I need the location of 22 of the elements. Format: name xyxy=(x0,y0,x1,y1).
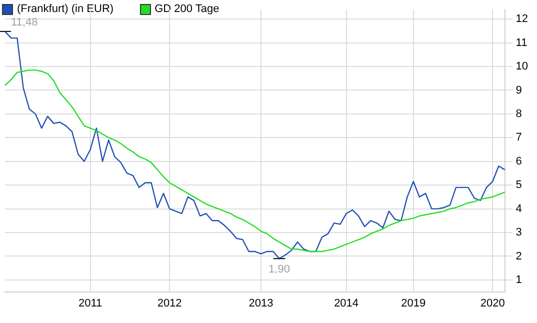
y-tick-label: 11 xyxy=(516,36,528,49)
y-tick-label: 2 xyxy=(516,250,522,262)
y-tick-label: 8 xyxy=(516,108,522,120)
x-tick-label: 2013 xyxy=(248,297,274,310)
x-tick-label: 2012 xyxy=(157,297,182,310)
annotation: 11,48 xyxy=(11,16,38,28)
y-tick-label: 7 xyxy=(516,132,522,144)
y-tick-label: 12 xyxy=(516,13,528,26)
y-tick-label: 6 xyxy=(516,155,522,168)
annotation: 1,90 xyxy=(268,264,290,276)
x-tick-label: 2011 xyxy=(78,297,102,310)
y-tick-label: 4 xyxy=(516,202,522,215)
x-tick-label: 2020 xyxy=(480,297,505,310)
y-tick-label: 1 xyxy=(516,274,522,286)
legend-label: GD 200 Tage xyxy=(154,3,220,15)
x-tick-label: 2019 xyxy=(401,297,426,310)
y-tick-label: 10 xyxy=(516,60,528,73)
y-tick-label: 9 xyxy=(516,84,522,96)
y-tick-label: 3 xyxy=(516,226,522,239)
y-tick-label: 5 xyxy=(516,179,522,192)
x-tick-label: 2014 xyxy=(334,297,359,310)
legend-label: (Frankfurt) (in EUR) xyxy=(17,3,114,15)
